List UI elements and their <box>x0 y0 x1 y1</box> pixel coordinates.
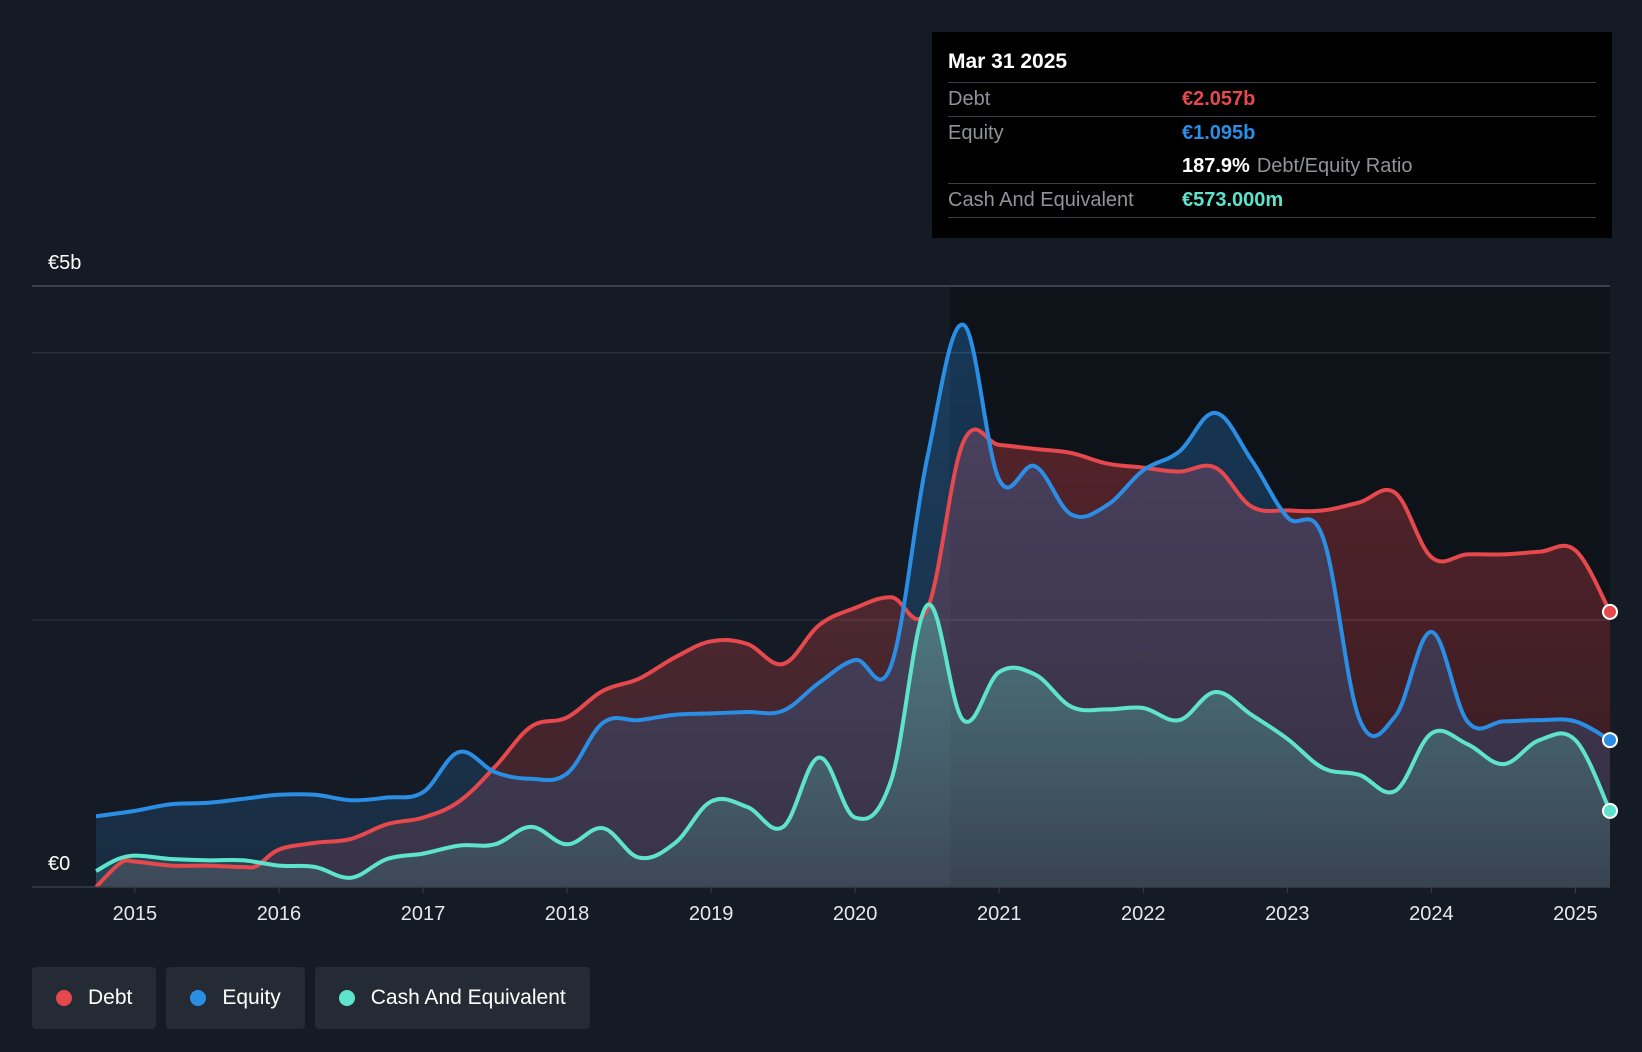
legend-cash-label: Cash And Equivalent <box>370 986 566 1009</box>
area-fills <box>96 324 1610 887</box>
tooltip-equity-row: Equity €1.095b <box>948 116 1596 150</box>
tooltip-date: Mar 31 2025 <box>948 50 1068 73</box>
tooltip-equity-value: €1.095b <box>1182 122 1256 144</box>
x-tick-label: 2017 <box>401 903 446 925</box>
y-bottom-label: €0 <box>48 853 70 875</box>
tooltip-cash-label: Cash And Equivalent <box>948 189 1134 211</box>
legend-item-cash[interactable]: Cash And Equivalent <box>314 967 590 1029</box>
cash-dot-icon <box>338 990 355 1006</box>
x-tick-label: 2016 <box>257 903 302 925</box>
x-tick-label: 2018 <box>545 903 590 925</box>
legend-debt-label: Debt <box>88 986 133 1009</box>
cash-endpoint-marker <box>1602 802 1618 819</box>
x-tick-label: 2015 <box>113 903 158 925</box>
legend-item-equity[interactable]: Equity <box>166 967 305 1029</box>
debt-dot-icon <box>56 990 72 1006</box>
cash-line[interactable] <box>95 602 1612 880</box>
y-top-label: €5b <box>48 252 81 274</box>
legend-item-debt[interactable]: Debt <box>32 967 157 1029</box>
x-tick-label: 2021 <box>977 903 1022 925</box>
tooltip-ratio-label: Debt/Equity Ratio <box>1256 155 1413 177</box>
series-lines <box>94 322 1612 889</box>
cash-area <box>96 604 1610 887</box>
equity-endpoint-marker <box>1602 732 1618 749</box>
tooltip-cash-value: €573.000m <box>1182 189 1284 211</box>
equity-line[interactable] <box>95 322 1612 819</box>
equity-dot-icon <box>190 990 207 1006</box>
series-endpoints <box>1602 603 1618 819</box>
hover-tooltip: Mar 31 2025 Debt €2.057b Equity €1.095b … <box>932 32 1612 238</box>
x-tick-label: 2023 <box>1265 903 1310 925</box>
x-tick-label: 2019 <box>689 903 734 925</box>
legend-equity-label: Equity <box>222 986 281 1009</box>
tooltip-debt-value: €2.057b <box>1182 88 1256 110</box>
x-tick-label: 2025 <box>1553 903 1598 925</box>
tooltip-ratio-value: 187.9% <box>1182 155 1250 177</box>
chart-legend: Debt Equity Cash And Equivalent <box>32 967 590 1029</box>
tooltip-equity-label: Equity <box>948 122 1004 144</box>
debt-line[interactable] <box>94 427 1612 889</box>
tooltip-cash-row: Cash And Equivalent €573.000m <box>948 183 1596 218</box>
tooltip-ratio-row: 187.9% Debt/Equity Ratio <box>948 150 1596 183</box>
x-tick-label: 2022 <box>1121 903 1166 925</box>
tooltip-debt-row: Debt €2.057b <box>948 82 1596 116</box>
tooltip-debt-label: Debt <box>948 88 991 110</box>
x-axis-ticks: 2015 2016 2017 2018 2019 2020 2021 2022 2023 2024… <box>113 887 1598 925</box>
debt-endpoint-marker <box>1602 603 1618 620</box>
x-tick-label: 2020 <box>833 903 878 925</box>
x-tick-label: 2024 <box>1409 903 1454 925</box>
